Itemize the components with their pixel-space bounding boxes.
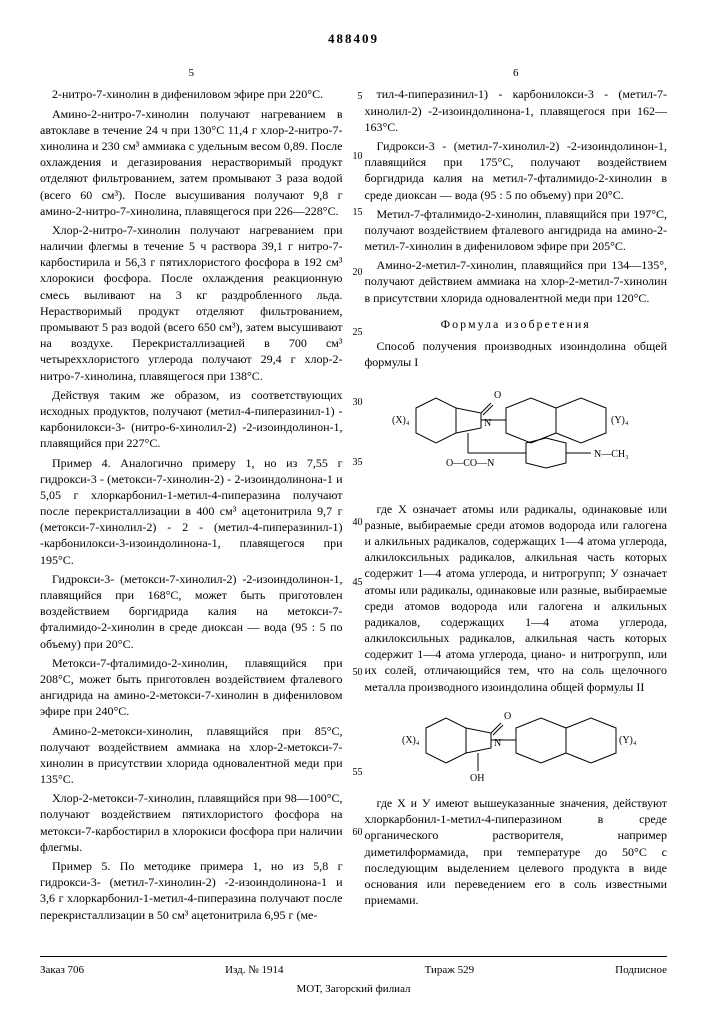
structure-label: O—CO—N [446,458,494,469]
body-text: Амино-2-нитро-7-хинолин получают нагрева… [40,106,343,219]
chemical-structure-2: (X)₄ (Y)₄ O N OH [365,703,668,787]
body-text: где X и У имеют вышеуказанные значения, … [365,795,668,908]
body-text: Гидрокси-3 - (метил-7-хинолил-2) -2-изои… [365,138,668,203]
line-number: 20 [351,266,363,280]
footer-zakaz: Заказ 706 [40,963,84,978]
body-text: Хлор-2-метокси-7-хинолин, плавящийся при… [40,790,343,855]
body-text: Метил-7-фталимидо-2-хинолин, плавящийся … [365,206,668,255]
line-number: 40 [351,516,363,530]
line-number: 10 [351,150,363,164]
line-number: 30 [351,396,363,410]
body-text: тил-4-пиперазинил-1) - карбонилокси-3 - … [365,86,668,135]
line-number: 50 [351,666,363,680]
structure-label: (Y)₄ [619,735,636,746]
structure-label: O [494,390,501,401]
footer-mot: МОТ, Загорский филиал [40,982,667,997]
line-number: 60 [351,826,363,840]
footer-tirazh: Тираж 529 [425,963,475,978]
two-column-layout: 5 2-нитро-7-хинолин в дифениловом эфире … [40,66,667,926]
structure-label: (X)₄ [402,735,420,746]
line-number: 55 [351,766,363,780]
structure-label: N [494,738,501,749]
right-column: 6 5 10 15 20 25 30 35 40 45 50 55 60 тил… [365,66,668,926]
body-text: Амино-2-метокси-хинолин, плавящийся при … [40,723,343,788]
body-text: Метокси-7-фталимидо-2-хинолин, плавящийс… [40,655,343,720]
structure-label: (X)₄ [392,415,410,426]
structure-label: (Y)₄ [611,415,629,426]
patent-number: 488409 [40,30,667,48]
line-number: 45 [351,576,363,590]
line-number: 5 [351,90,363,104]
col-num-right: 6 [365,66,668,81]
body-text: Действуя таким же образом, из соответств… [40,387,343,452]
line-number: 25 [351,326,363,340]
structure-label: N—CH₃ [594,449,629,460]
line-number: 35 [351,456,363,470]
formula-heading: Формула изобретения [365,316,668,332]
body-text: Хлор-2-нитро-7-хинолин получают нагреван… [40,222,343,384]
footer-podpis: Подписное [615,963,667,978]
footer-izd: Изд. № 1914 [225,963,283,978]
body-text: 2-нитро-7-хинолин в дифениловом эфире пр… [40,86,343,102]
body-text: Гидрокси-3- (метокси-7-хинолил-2) -2-изо… [40,571,343,652]
body-text: где X означает атомы или радикалы, одина… [365,501,668,695]
col-num-left: 5 [40,66,343,81]
body-text: Амино-2-метил-7-хинолин, плавящийся при … [365,257,668,306]
body-text: Пример 5. По методике примера 1, но из 5… [40,858,343,923]
chemical-structure-1: (X)₄ (Y)₄ O N O—CO—N N—CH₃ [365,378,668,492]
structure-label: N [484,418,491,429]
structure-label: O [504,711,511,722]
footer-line: Заказ 706 Изд. № 1914 Тираж 529 Подписно… [40,956,667,978]
body-text: Способ получения производных изоиндолина… [365,338,668,370]
body-text: Пример 4. Аналогично примеру 1, но из 7,… [40,455,343,568]
line-number: 15 [351,206,363,220]
structure-label: OH [470,773,484,783]
left-column: 5 2-нитро-7-хинолин в дифениловом эфире … [40,66,343,926]
